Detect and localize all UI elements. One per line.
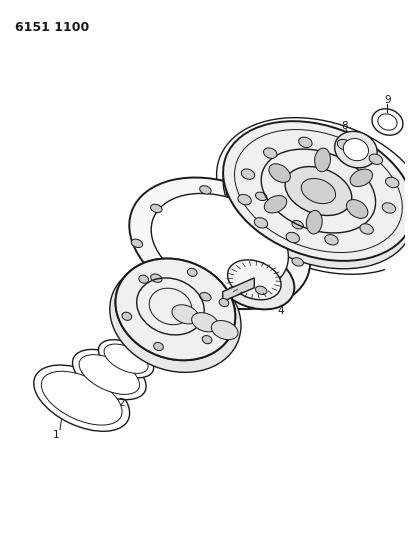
Text: 9: 9	[384, 95, 391, 106]
Ellipse shape	[200, 293, 211, 301]
Ellipse shape	[219, 298, 229, 306]
Ellipse shape	[325, 235, 338, 245]
Ellipse shape	[110, 262, 241, 373]
Ellipse shape	[241, 169, 255, 179]
Ellipse shape	[187, 268, 197, 277]
Ellipse shape	[122, 312, 132, 320]
Ellipse shape	[104, 344, 148, 374]
Ellipse shape	[285, 167, 352, 215]
Ellipse shape	[211, 320, 238, 340]
Ellipse shape	[172, 305, 199, 324]
Ellipse shape	[386, 177, 399, 188]
Ellipse shape	[214, 251, 294, 309]
Text: 3: 3	[215, 353, 221, 363]
Ellipse shape	[292, 257, 304, 266]
Ellipse shape	[202, 336, 212, 344]
Text: 4: 4	[277, 306, 284, 317]
Ellipse shape	[115, 259, 235, 360]
Ellipse shape	[350, 169, 373, 187]
Ellipse shape	[337, 139, 351, 150]
Ellipse shape	[306, 211, 322, 234]
Ellipse shape	[129, 177, 310, 309]
Ellipse shape	[98, 340, 154, 378]
Ellipse shape	[269, 164, 290, 182]
Ellipse shape	[369, 154, 383, 165]
Ellipse shape	[255, 192, 267, 200]
Ellipse shape	[79, 354, 140, 394]
Ellipse shape	[264, 148, 277, 158]
Ellipse shape	[223, 129, 408, 269]
Ellipse shape	[73, 350, 146, 400]
Ellipse shape	[299, 137, 312, 148]
Ellipse shape	[315, 148, 330, 172]
Ellipse shape	[335, 131, 377, 168]
Text: 6151 1100: 6151 1100	[15, 21, 89, 35]
Text: 1: 1	[53, 430, 59, 440]
Polygon shape	[223, 278, 254, 302]
Ellipse shape	[151, 204, 162, 213]
Text: 5: 5	[151, 222, 158, 231]
Text: 8: 8	[341, 121, 347, 131]
Ellipse shape	[292, 221, 304, 229]
Ellipse shape	[41, 372, 122, 425]
Ellipse shape	[115, 259, 235, 360]
Ellipse shape	[286, 232, 299, 243]
Ellipse shape	[343, 139, 368, 161]
Ellipse shape	[238, 195, 251, 205]
Ellipse shape	[151, 274, 162, 282]
Ellipse shape	[228, 260, 281, 300]
Text: 7: 7	[260, 149, 266, 158]
Ellipse shape	[131, 239, 143, 247]
Ellipse shape	[382, 203, 396, 213]
Ellipse shape	[301, 179, 335, 204]
Ellipse shape	[346, 199, 368, 219]
Text: 6: 6	[224, 189, 231, 199]
Ellipse shape	[255, 286, 267, 295]
Ellipse shape	[34, 365, 130, 431]
Ellipse shape	[154, 342, 163, 351]
Ellipse shape	[360, 224, 373, 234]
Ellipse shape	[223, 121, 408, 261]
Ellipse shape	[200, 185, 211, 194]
Ellipse shape	[192, 313, 218, 332]
Ellipse shape	[139, 275, 149, 283]
Ellipse shape	[151, 193, 288, 293]
Text: 2: 2	[118, 398, 124, 408]
Ellipse shape	[264, 196, 287, 213]
Ellipse shape	[254, 217, 268, 228]
